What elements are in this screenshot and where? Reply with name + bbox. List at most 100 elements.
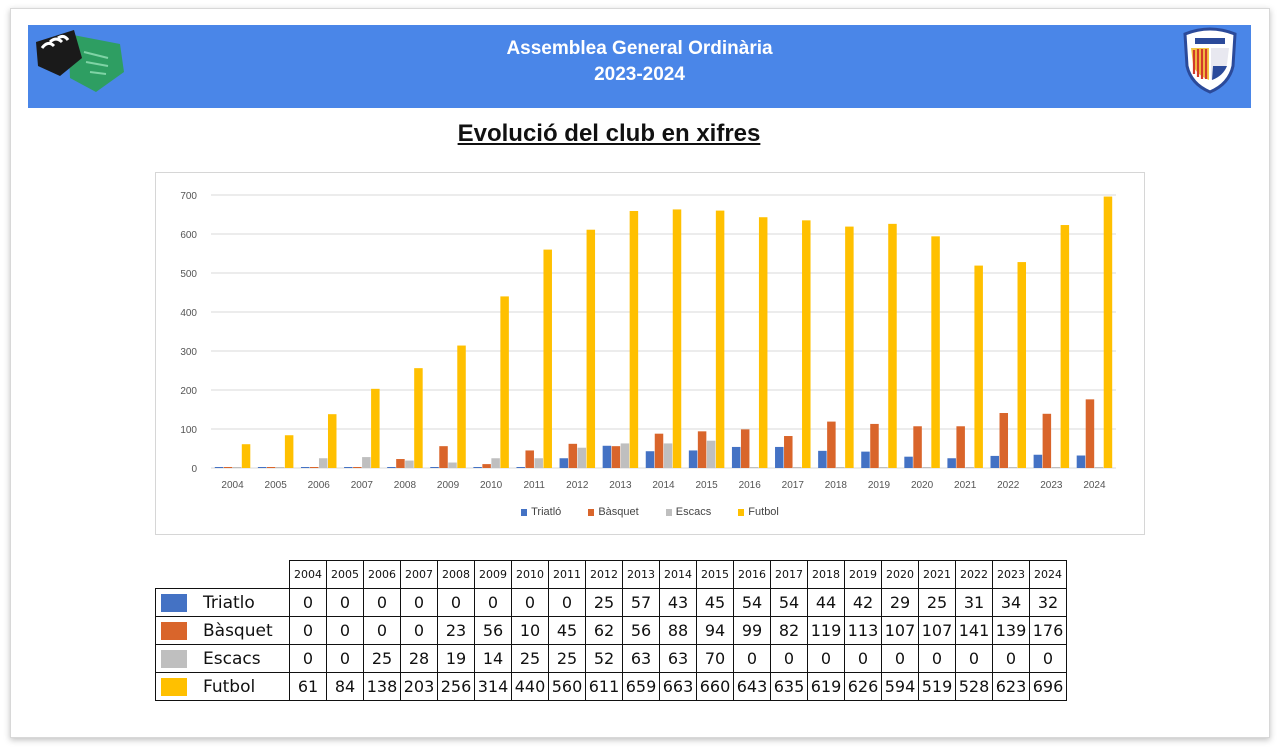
bar-futbol-2024 xyxy=(1103,196,1113,468)
bar-triatl-2016 xyxy=(731,446,741,468)
bar-escacs-2016 xyxy=(749,467,759,468)
bar-bsquet-2021 xyxy=(956,426,965,468)
year-header: 2007 xyxy=(400,560,438,589)
data-table: 2004 2005 2006 2007 2008 2009 2010 2011 … xyxy=(155,560,1067,701)
table-cell: 0 xyxy=(548,588,586,617)
table-cell: 0 xyxy=(881,644,919,673)
bar-escacs-2014 xyxy=(663,443,673,468)
table-cell: 0 xyxy=(807,644,845,673)
bar-escacs-2005 xyxy=(275,467,285,468)
table-row: Futbol 61 84 138 203 256 314 440 560 611 659 663 660… xyxy=(155,672,1067,701)
year-header: 2021 xyxy=(918,560,956,589)
bar-escacs-2011 xyxy=(534,458,543,468)
table-cell: 19 xyxy=(437,644,475,673)
table-cell: 31 xyxy=(955,588,993,617)
year-header: 2018 xyxy=(807,560,845,589)
table-cell: 256 xyxy=(437,672,475,701)
bar-futbol-2020 xyxy=(931,236,940,468)
bar-escacs-2004 xyxy=(232,467,242,468)
bar-escacs-2008 xyxy=(405,460,414,468)
table-cell: 42 xyxy=(844,588,882,617)
bar-futbol-2014 xyxy=(672,209,682,468)
bar-bsquet-2020 xyxy=(913,426,922,468)
table-cell: 25 xyxy=(511,644,549,673)
year-header: 2006 xyxy=(363,560,401,589)
year-header: 2012 xyxy=(585,560,623,589)
bar-futbol-2009 xyxy=(457,345,466,468)
x-tick-label: 2016 xyxy=(739,480,762,491)
year-header: 2020 xyxy=(881,560,919,589)
x-tick-label: 2017 xyxy=(782,480,805,491)
table-cell: 28 xyxy=(400,644,438,673)
x-tick-label: 2023 xyxy=(1040,480,1063,491)
bar-escacs-2023 xyxy=(1051,467,1061,468)
table-cell: 0 xyxy=(733,644,771,673)
bar-bsquet-2014 xyxy=(654,433,664,468)
table-cell: 0 xyxy=(918,644,956,673)
bar-bsquet-2008 xyxy=(396,459,405,468)
bar-triatl-2011 xyxy=(516,467,525,468)
row-label: Bàsquet xyxy=(203,620,273,641)
table-cell: 25 xyxy=(585,588,623,617)
x-tick-label: 2013 xyxy=(609,480,632,491)
bar-triatl-2009 xyxy=(430,467,439,468)
bar-triatl-2024 xyxy=(1076,455,1086,468)
table-cell: 25 xyxy=(363,644,401,673)
year-header: 2013 xyxy=(622,560,660,589)
bar-triatl-2019 xyxy=(861,451,870,468)
table-cell: 0 xyxy=(844,644,882,673)
table-cell: 0 xyxy=(400,616,438,645)
x-tick-label: 2019 xyxy=(868,480,891,491)
x-tick-label: 2007 xyxy=(351,480,374,491)
table-cell: 0 xyxy=(474,588,512,617)
y-tick-label: 600 xyxy=(180,230,197,241)
bar-escacs-2007 xyxy=(362,457,371,468)
bar-triatl-2018 xyxy=(818,450,827,468)
table-header-row: 2004 2005 2006 2007 2008 2009 2010 2011 … xyxy=(155,560,1067,589)
table-cell: 141 xyxy=(955,616,993,645)
year-header: 2022 xyxy=(955,560,993,589)
year-header: 2024 xyxy=(1029,560,1067,589)
y-tick-label: 100 xyxy=(180,425,197,436)
row-label: Escacs xyxy=(203,648,261,669)
bar-triatl-2012 xyxy=(559,458,569,468)
bar-bsquet-2023 xyxy=(1042,413,1052,468)
table-cell: 0 xyxy=(363,616,401,645)
table-cell: 54 xyxy=(770,588,808,617)
bar-futbol-2007 xyxy=(371,388,380,468)
year-header: 2016 xyxy=(733,560,771,589)
row-label-cell: Futbol xyxy=(155,672,290,701)
table-cell: 54 xyxy=(733,588,771,617)
bar-bsquet-2009 xyxy=(439,446,448,468)
x-tick-label: 2012 xyxy=(566,480,589,491)
bar-escacs-2019 xyxy=(879,467,888,468)
bar-futbol-2022 xyxy=(1017,262,1027,468)
bar-chart: 0 100 200 300 400 500 600 700 2004 2005 2006 2007 20… xyxy=(180,191,1116,491)
table-cell: 594 xyxy=(881,672,919,701)
x-tick-label: 2022 xyxy=(997,480,1020,491)
year-header: 2011 xyxy=(548,560,586,589)
x-tick-label: 2004 xyxy=(221,480,244,491)
table-cell: 519 xyxy=(918,672,956,701)
chart-container: 0 100 200 300 400 500 600 700 2004 2005 2006 2007 20… xyxy=(155,172,1145,535)
table-cell: 0 xyxy=(770,644,808,673)
bar-triatl-2017 xyxy=(775,446,784,468)
table-cell: 29 xyxy=(881,588,919,617)
bar-escacs-2012 xyxy=(577,447,587,468)
year-header: 2010 xyxy=(511,560,549,589)
bar-escacs-2017 xyxy=(793,467,802,468)
year-header: 2017 xyxy=(770,560,808,589)
bar-bsquet-2016 xyxy=(740,429,750,468)
table-cell: 84 xyxy=(326,672,364,701)
row-label: Futbol xyxy=(203,676,256,697)
row-color-swatch xyxy=(161,621,187,640)
y-tick-label: 500 xyxy=(180,269,197,280)
year-header: 2004 xyxy=(289,560,327,589)
bar-bsquet-2007 xyxy=(353,467,362,468)
table-cell: 107 xyxy=(918,616,956,645)
row-label: Triatlo xyxy=(203,592,255,613)
table-cell: 0 xyxy=(326,588,364,617)
x-tick-label: 2006 xyxy=(308,480,331,491)
bar-triatl-2005 xyxy=(257,467,267,468)
x-tick-label: 2008 xyxy=(394,480,417,491)
